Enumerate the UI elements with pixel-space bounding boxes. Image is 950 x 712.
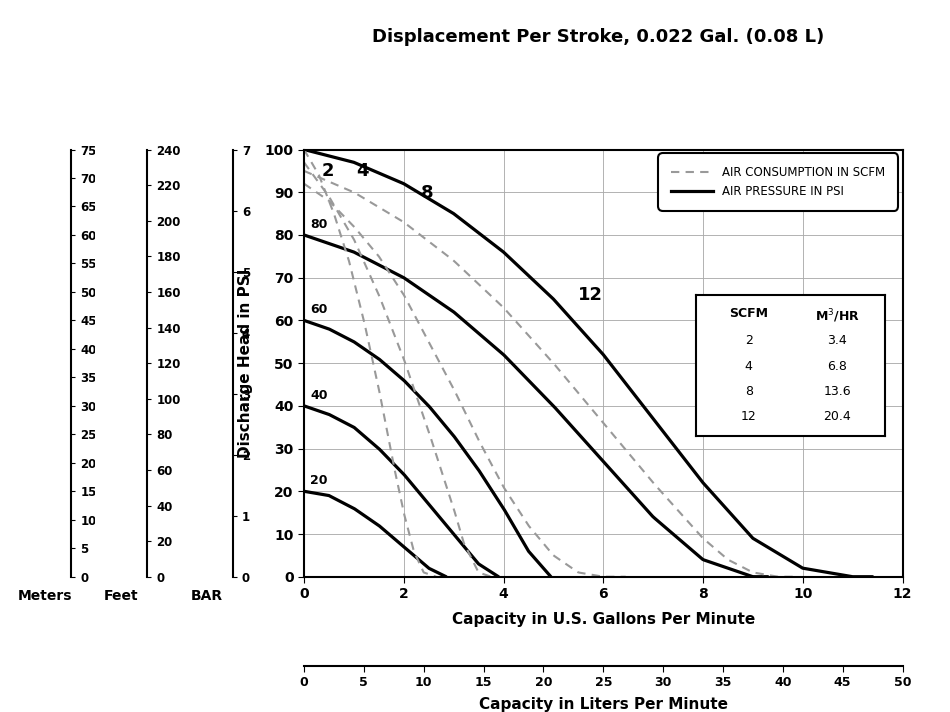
Text: BAR: BAR [191, 590, 222, 603]
Y-axis label: Discharge Head in PSI: Discharge Head in PSI [238, 268, 254, 458]
Text: 40: 40 [310, 389, 328, 402]
X-axis label: Capacity in U.S. Gallons Per Minute: Capacity in U.S. Gallons Per Minute [451, 612, 755, 627]
Legend: AIR CONSUMPTION IN SCFM, AIR PRESSURE IN PSI: AIR CONSUMPTION IN SCFM, AIR PRESSURE IN… [663, 157, 894, 206]
Text: 80: 80 [310, 218, 328, 231]
Text: 4: 4 [356, 162, 369, 180]
Text: Feet: Feet [104, 590, 139, 603]
Text: Displacement Per Stroke, 0.022 Gal. (0.08 L): Displacement Per Stroke, 0.022 Gal. (0.0… [372, 28, 825, 46]
Text: 20: 20 [310, 474, 328, 487]
Text: 8: 8 [421, 184, 434, 201]
X-axis label: Capacity in Liters Per Minute: Capacity in Liters Per Minute [479, 698, 728, 712]
Text: 12: 12 [579, 286, 603, 304]
Text: Meters: Meters [18, 590, 72, 603]
Text: 2: 2 [321, 162, 334, 180]
Text: 60: 60 [310, 303, 328, 316]
